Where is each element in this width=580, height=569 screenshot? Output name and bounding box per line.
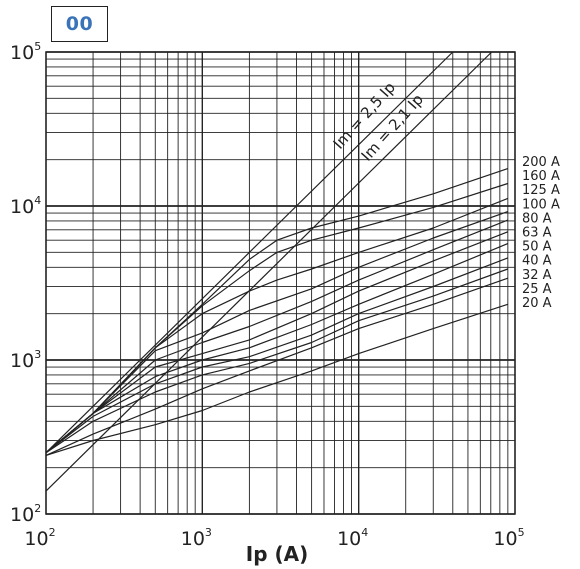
curve-25a bbox=[45, 277, 508, 456]
x-tick-label: 102 bbox=[24, 526, 55, 550]
curve-40a bbox=[45, 257, 509, 454]
series-label: 200 A bbox=[522, 155, 560, 170]
y-tick-label: 104 bbox=[10, 194, 41, 218]
y-tick-label: 105 bbox=[10, 40, 41, 64]
series-label: 40 A bbox=[522, 254, 552, 269]
series-label: 20 A bbox=[522, 296, 552, 311]
series-label: 63 A bbox=[522, 226, 552, 241]
x-axis-label: Ip (A) bbox=[246, 542, 308, 566]
curve-20a bbox=[45, 303, 508, 456]
series-label: 125 A bbox=[522, 183, 560, 198]
curve-32a bbox=[45, 268, 509, 454]
chart-id-badge: 00 bbox=[51, 6, 108, 42]
curve-80a bbox=[45, 219, 509, 454]
curve-63a bbox=[45, 231, 509, 454]
curve-50a bbox=[45, 243, 509, 454]
curve-125a bbox=[45, 197, 509, 454]
y-tick-label: 103 bbox=[10, 348, 41, 372]
x-tick-label: 104 bbox=[337, 526, 368, 550]
series-label: 25 A bbox=[522, 282, 552, 297]
series-label: 50 A bbox=[522, 240, 552, 255]
series-label: 32 A bbox=[522, 268, 552, 283]
x-tick-label: 105 bbox=[493, 526, 524, 550]
plot-frame bbox=[45, 51, 516, 515]
grid bbox=[45, 51, 516, 515]
limit-line-1 bbox=[45, 51, 454, 454]
limit-line-2 bbox=[45, 51, 493, 492]
series-label: 100 A bbox=[522, 197, 560, 212]
plot-border bbox=[45, 51, 516, 515]
curve-100a bbox=[45, 211, 509, 454]
x-tick-label: 103 bbox=[181, 526, 212, 550]
curves bbox=[45, 51, 509, 492]
series-label: 160 A bbox=[522, 169, 560, 184]
series-label: 80 A bbox=[522, 211, 552, 226]
y-tick-label: 102 bbox=[10, 502, 41, 526]
